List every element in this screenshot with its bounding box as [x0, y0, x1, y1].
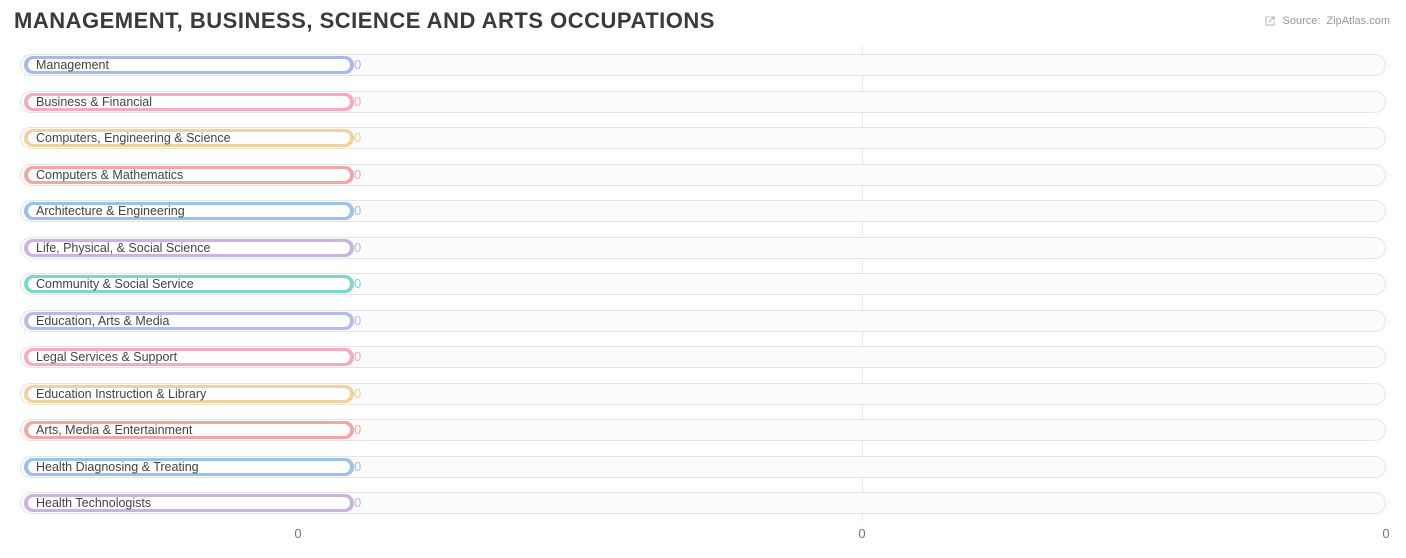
bar-row: Management 0 [14, 46, 1392, 80]
x-tick: 0 [858, 526, 865, 541]
source-label: Source: [1283, 15, 1321, 27]
bar-label: Computers & Mathematics [28, 168, 195, 182]
bar-value: 0 [354, 130, 361, 145]
bar-inner: Education Instruction & Library [28, 388, 350, 400]
bar-row: Life, Physical, & Social Science 0 [14, 229, 1392, 263]
bar-row: Computers & Mathematics 0 [14, 156, 1392, 190]
bar-inner: Health Diagnosing & Treating [28, 461, 350, 473]
bar-row: Arts, Media & Entertainment 0 [14, 411, 1392, 445]
bar-label: Legal Services & Support [28, 350, 189, 364]
bar-value: 0 [354, 276, 361, 291]
bar-inner: Management [28, 59, 350, 71]
bar-row: Computers, Engineering & Science 0 [14, 119, 1392, 153]
bar-value: 0 [354, 94, 361, 109]
bar-inner: Community & Social Service [28, 278, 350, 290]
bar-row: Health Technologists 0 [14, 484, 1392, 518]
bar-value: 0 [354, 386, 361, 401]
bar-row: Business & Financial 0 [14, 83, 1392, 117]
plot-region: Management0Business & Financial0Computer… [14, 40, 1392, 518]
bar-inner: Health Technologists [28, 497, 350, 509]
bar-inner: Computers & Mathematics [28, 169, 350, 181]
chart-container: MANAGEMENT, BUSINESS, SCIENCE AND ARTS O… [0, 0, 1406, 558]
x-axis: 0 0 0 [14, 524, 1392, 546]
bar-inner: Education, Arts & Media [28, 315, 350, 327]
bar-inner: Legal Services & Support [28, 351, 350, 363]
bar-row: Legal Services & Support 0 [14, 338, 1392, 372]
bar-value: 0 [354, 349, 361, 364]
bar-inner: Business & Financial [28, 96, 350, 108]
source-name: ZipAtlas.com [1326, 15, 1390, 27]
bar-label: Arts, Media & Entertainment [28, 423, 204, 437]
bar-value: 0 [354, 240, 361, 255]
source-attribution: Source: ZipAtlas.com [1263, 14, 1391, 28]
source-icon [1263, 14, 1277, 28]
bar-inner: Arts, Media & Entertainment [28, 424, 350, 436]
bar-label: Computers, Engineering & Science [28, 131, 243, 145]
bar-inner: Computers, Engineering & Science [28, 132, 350, 144]
bar-value: 0 [354, 313, 361, 328]
bar-inner: Life, Physical, & Social Science [28, 242, 350, 254]
bar-label: Community & Social Service [28, 277, 206, 291]
bar-row: Architecture & Engineering 0 [14, 192, 1392, 226]
bar-label: Life, Physical, & Social Science [28, 241, 222, 255]
bar-value: 0 [354, 459, 361, 474]
bar-row: Community & Social Service 0 [14, 265, 1392, 299]
bar-row: Education Instruction & Library 0 [14, 375, 1392, 409]
bar-value: 0 [354, 167, 361, 182]
bar-value: 0 [354, 422, 361, 437]
bar-label: Management [28, 58, 121, 72]
bar-label: Education Instruction & Library [28, 387, 218, 401]
bar-label: Architecture & Engineering [28, 204, 197, 218]
bar-value: 0 [354, 495, 361, 510]
bar-row: Education, Arts & Media 0 [14, 302, 1392, 336]
x-tick: 0 [1382, 526, 1389, 541]
bar-label: Health Diagnosing & Treating [28, 460, 211, 474]
bar-value: 0 [354, 203, 361, 218]
bar-value: 0 [354, 57, 361, 72]
bar-label: Business & Financial [28, 95, 164, 109]
bar-row: Health Diagnosing & Treating 0 [14, 448, 1392, 482]
chart-title: MANAGEMENT, BUSINESS, SCIENCE AND ARTS O… [14, 8, 1392, 34]
chart-area: Management0Business & Financial0Computer… [14, 40, 1392, 546]
bar-label: Education, Arts & Media [28, 314, 181, 328]
x-tick: 0 [294, 526, 301, 541]
bar-label: Health Technologists [28, 496, 163, 510]
bar-inner: Architecture & Engineering [28, 205, 350, 217]
